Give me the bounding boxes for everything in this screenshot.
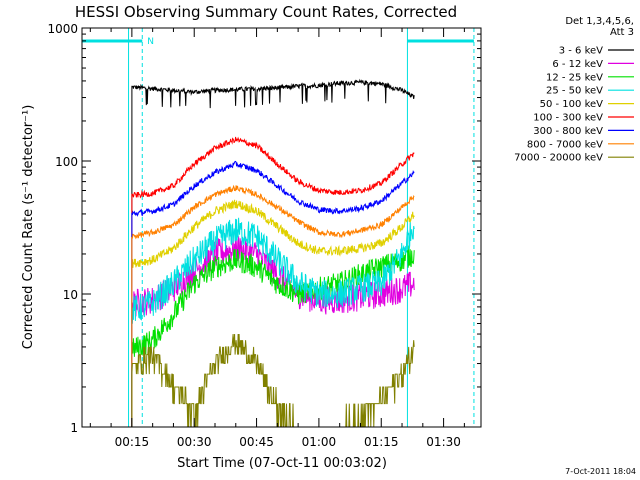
x-tick-label-0: 00:15	[115, 435, 150, 449]
legend-header-1: Att 3	[610, 27, 634, 38]
legend-label-3: 25 - 50 keV	[546, 86, 603, 97]
timestamp: 7-Oct-2011 18:04	[565, 467, 636, 476]
series-group	[131, 78, 415, 428]
series-line-2	[131, 245, 415, 427]
y-tick-label-0: 1	[70, 421, 78, 435]
legend-label-6: 300 - 800 keV	[533, 126, 603, 137]
legend-label-8: 7000 - 20000 keV	[514, 153, 603, 164]
x-axis-label: Start Time (07-Oct-11 00:03:02)	[177, 456, 387, 471]
legend-label-4: 50 - 100 keV	[540, 99, 604, 110]
series-line-3	[131, 217, 415, 427]
series-line-8	[131, 333, 415, 428]
plot-frame	[81, 27, 482, 428]
series-line-5	[131, 136, 415, 427]
x-tick-label-5: 01:30	[426, 435, 461, 449]
y-axis-label: Corrected Count Rate (s⁻¹ detector⁻¹)	[21, 105, 36, 350]
y-tick-label-2: 100	[55, 155, 78, 169]
legend-label-7: 800 - 7000 keV	[527, 139, 603, 150]
legend-label-0: 3 - 6 keV	[559, 46, 603, 57]
legend-header-0: Det 1,3,4,5,6,	[565, 16, 634, 27]
series-line-7	[131, 184, 415, 427]
chart-title: HESSI Observing Summary Count Rates, Cor…	[75, 3, 457, 21]
x-tick-label-3: 01:00	[302, 435, 337, 449]
night-label: N	[147, 37, 154, 47]
x-tick-label-4: 01:15	[364, 435, 399, 449]
legend-label-2: 12 - 25 keV	[546, 72, 603, 83]
series-line-0	[131, 78, 415, 427]
axes: 00:15 00:30 00:45 01:00 01:15 01:30 1 10 100 1000	[47, 22, 481, 449]
series-line-6	[131, 160, 415, 427]
legend-label-5: 100 - 300 keV	[533, 113, 603, 124]
legend: Det 1,3,4,5,6,Att 3 3 - 6 keV 6 - 12 keV 12…	[514, 16, 634, 164]
x-tick-label-1: 00:30	[177, 435, 212, 449]
x-tick-label-2: 00:45	[239, 435, 274, 449]
legend-label-1: 6 - 12 keV	[552, 59, 603, 70]
series-line-4	[131, 199, 415, 427]
y-tick-label-3: 1000	[47, 22, 78, 36]
y-tick-label-1: 10	[63, 288, 78, 302]
